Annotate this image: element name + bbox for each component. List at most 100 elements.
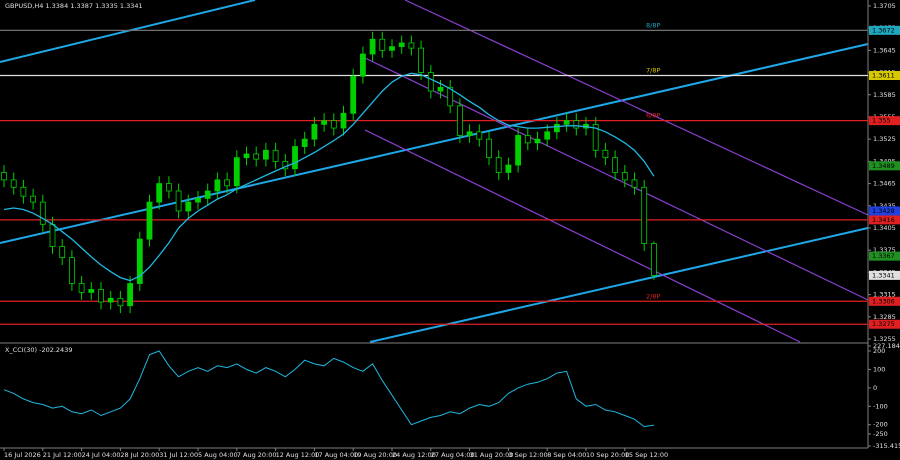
candle-body	[272, 149, 279, 162]
x-tick-label: 17 Aug 04:00	[314, 451, 358, 459]
cci-tick-label: 0	[873, 384, 877, 392]
cci-tick-label: 100	[873, 365, 885, 373]
candle-body	[311, 123, 318, 140]
candle-body	[612, 157, 618, 173]
price-marker-label: 1.3341	[872, 271, 895, 279]
level-label: 1.3275	[872, 320, 895, 328]
x-tick-label: 12 Aug 12:00	[276, 451, 320, 459]
x-tick-label: 31 Aug 20:00	[470, 451, 514, 459]
candle-body	[243, 153, 250, 159]
candle-body	[359, 53, 366, 77]
y-tick-label: 1.3705	[873, 2, 896, 10]
candle-body	[466, 131, 473, 136]
candle-body	[651, 243, 657, 276]
price-marker	[869, 161, 900, 171]
cci-line	[3, 350, 654, 428]
candle-body	[621, 172, 628, 181]
candle-body	[544, 131, 551, 140]
candle-body	[505, 164, 512, 173]
x-tick-label: 15 Sep 12:00	[625, 451, 668, 459]
candle-body	[398, 42, 405, 48]
level-label: 1.3306	[872, 297, 895, 305]
candle-body	[524, 135, 531, 144]
cci-tick-label: -250	[873, 430, 888, 438]
level-label: 1.3672	[872, 26, 895, 34]
x-tick-label: 3 Sep 12:00	[508, 451, 547, 459]
candle-body	[427, 72, 434, 92]
cci-tick-label: -315.415	[873, 442, 900, 450]
candle-body	[20, 186, 27, 197]
candle-body	[253, 153, 260, 160]
y-tick-label: 1.3525	[873, 135, 896, 143]
x-tick-label: 10 Sep 20:00	[586, 451, 629, 459]
level-tag: 6/8P	[646, 112, 660, 120]
candle-body	[554, 123, 560, 133]
candle-body	[146, 201, 153, 240]
candle-body	[495, 157, 502, 173]
level-marker	[869, 319, 900, 329]
candle-body	[292, 146, 298, 170]
candle-body	[88, 289, 95, 293]
y-tick-label: 1.3645	[873, 46, 896, 54]
candle-body	[369, 38, 376, 55]
candle-body	[631, 179, 638, 188]
x-tick-label: 5 Aug 04:00	[198, 451, 238, 459]
level-label: 1.3416	[872, 216, 895, 224]
candle-body	[10, 179, 17, 188]
candle-body	[156, 183, 163, 203]
moving-average	[3, 72, 655, 282]
candle-body	[107, 297, 114, 303]
candle-body	[301, 138, 308, 147]
level-tag: 2/8P	[646, 292, 660, 300]
x-tick-label: 16 Jul 2026	[4, 451, 41, 459]
x-tick-label: 27 Aug 04:00	[431, 451, 475, 459]
candle-body	[350, 75, 357, 114]
candle-body	[563, 120, 570, 125]
level-marker	[869, 296, 900, 306]
y-tick-label: 1.3405	[873, 224, 896, 232]
candle-body	[379, 38, 386, 51]
x-tick-label: 7 Aug 20:00	[237, 451, 277, 459]
y-tick-label: 1.3435	[873, 202, 896, 210]
candle-body	[515, 135, 521, 166]
y-tick-label: 1.3585	[873, 91, 896, 99]
x-tick-label: 19 Aug 20:00	[353, 451, 397, 459]
candle-body	[136, 238, 143, 284]
candle-body	[185, 201, 192, 212]
cci-tick-label: -100	[873, 402, 888, 410]
x-tick-label: 8 Sep 04:00	[547, 451, 586, 459]
chart-title: GBPUSD,H4 1.3384 1.3387 1.3335 1.3341	[5, 2, 143, 10]
y-tick-label: 1.3375	[873, 246, 896, 254]
level-tag: 8/8P	[646, 21, 660, 29]
price-marker	[869, 206, 900, 216]
channel-line	[364, 129, 801, 343]
candle-body	[456, 105, 463, 136]
candle-body	[49, 223, 56, 247]
channel-line	[404, 0, 869, 216]
candle-body	[340, 112, 347, 129]
price-marker	[869, 251, 900, 261]
cci-tick-label: 227.1846	[873, 342, 900, 350]
cci-tick-label: 200	[873, 347, 885, 355]
x-tick-label: 24 Aug 12:00	[392, 451, 436, 459]
candle-body	[98, 289, 104, 303]
candle-body	[476, 131, 483, 140]
candle-body	[262, 149, 269, 160]
level-label: 1.355	[872, 117, 891, 125]
level-marker	[869, 71, 900, 81]
candle-body	[534, 138, 541, 144]
candle-body	[69, 257, 75, 284]
x-tick-label: 31 Jul 12:00	[159, 451, 198, 459]
candle-body	[224, 179, 231, 187]
trend-line	[369, 227, 869, 343]
candle-body	[408, 42, 415, 49]
level-marker	[869, 116, 900, 126]
price-marker-label: 1.3367	[872, 252, 895, 260]
candle-body	[437, 86, 444, 92]
price-marker	[869, 270, 900, 280]
candle-body	[204, 190, 211, 199]
candle-body	[330, 120, 337, 129]
candle-body	[321, 120, 328, 125]
